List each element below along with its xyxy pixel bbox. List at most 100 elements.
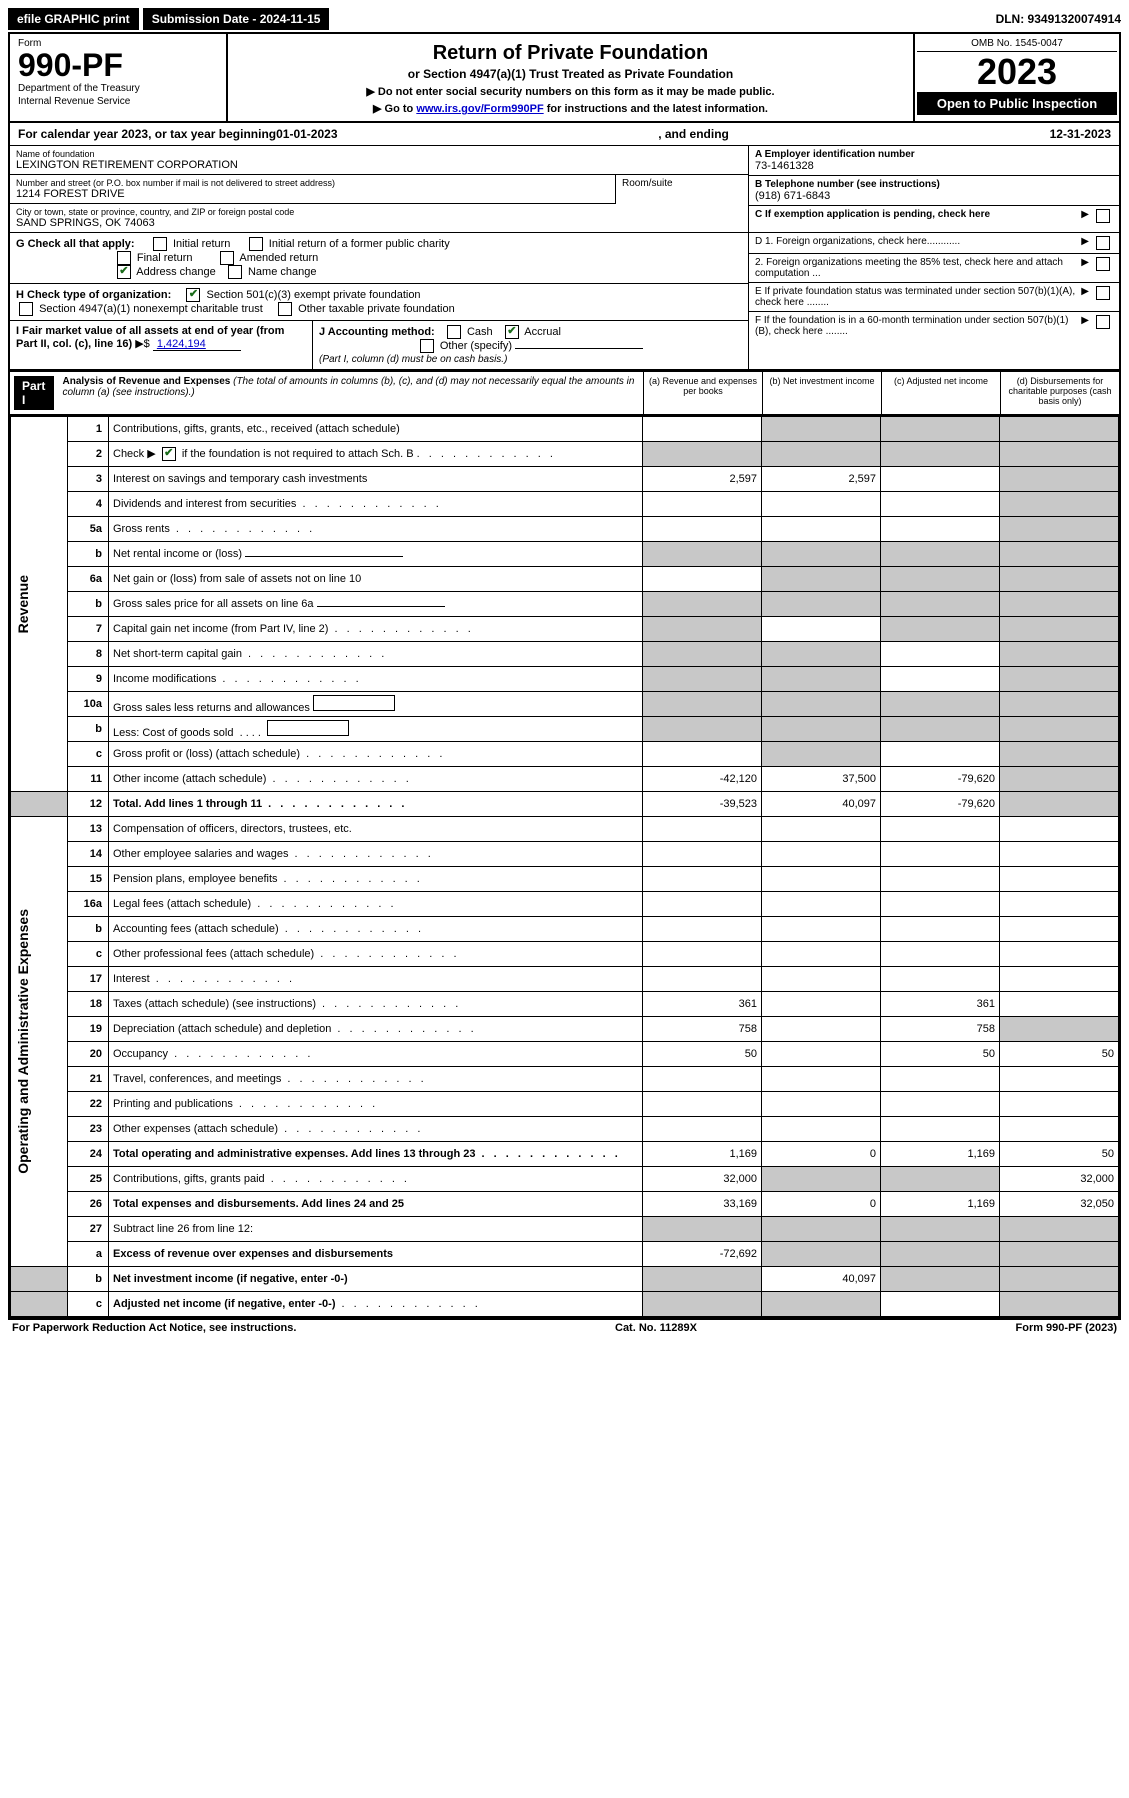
col-b-header: (b) Net investment income — [762, 372, 881, 414]
r12-b: 40,097 — [762, 792, 881, 817]
h-501c3-checkbox[interactable] — [186, 288, 200, 302]
row27b-desc: Net investment income (if negative, ente… — [113, 1273, 348, 1285]
row10c-desc: Gross profit or (loss) (attach schedule) — [113, 748, 300, 760]
r18-a: 361 — [643, 992, 762, 1017]
i-label: I Fair market value of all assets at end… — [16, 325, 284, 350]
col-a-header: (a) Revenue and expenses per books — [643, 372, 762, 414]
footer-left: For Paperwork Reduction Act Notice, see … — [12, 1322, 296, 1334]
r26-d: 32,050 — [1000, 1192, 1119, 1217]
footer: For Paperwork Reduction Act Notice, see … — [8, 1319, 1121, 1336]
d2-checkbox[interactable] — [1096, 257, 1110, 271]
form-number: 990-PF — [18, 49, 218, 81]
footer-right: Form 990-PF (2023) — [1016, 1322, 1117, 1334]
arrow-icon: ▶ — [1081, 236, 1089, 247]
h-other-tax-checkbox[interactable] — [278, 302, 292, 316]
j-cash-checkbox[interactable] — [447, 325, 461, 339]
ein-value: 73-1461328 — [755, 160, 1113, 172]
i-value-link[interactable]: 1,424,194 — [153, 338, 241, 351]
c-checkbox[interactable] — [1096, 209, 1110, 223]
r6b-input[interactable] — [317, 606, 445, 607]
col-c-header: (c) Adjusted net income — [881, 372, 1000, 414]
foundation-city: SAND SPRINGS, OK 74063 — [16, 217, 742, 229]
r20-d: 50 — [1000, 1042, 1119, 1067]
row23-desc: Other expenses (attach schedule) — [113, 1123, 278, 1135]
phone-label: B Telephone number (see instructions) — [755, 179, 1113, 190]
revenue-side-label: Revenue — [11, 417, 68, 792]
e-checkbox[interactable] — [1096, 286, 1110, 300]
ein-label: A Employer identification number — [755, 149, 1113, 160]
g-name-checkbox[interactable] — [228, 265, 242, 279]
h-4947-checkbox[interactable] — [19, 302, 33, 316]
phone-value: (918) 671-6843 — [755, 190, 1113, 202]
efile-button[interactable]: efile GRAPHIC print — [8, 8, 139, 30]
form990pf-link[interactable]: www.irs.gov/Form990PF — [416, 103, 543, 115]
header-center: Return of Private Foundation or Section … — [228, 34, 913, 121]
j-label: J Accounting method: — [319, 326, 435, 338]
part1-header-row: Part I Analysis of Revenue and Expenses … — [10, 370, 1119, 416]
row11-desc: Other income (attach schedule) — [113, 773, 266, 785]
g-final-checkbox[interactable] — [117, 251, 131, 265]
r24-a: 1,169 — [643, 1142, 762, 1167]
g-initial-former-checkbox[interactable] — [249, 237, 263, 251]
j-accrual-label: Accrual — [524, 326, 561, 338]
g-final-label: Final return — [137, 252, 193, 264]
r20-c: 50 — [881, 1042, 1000, 1067]
g-amended-checkbox[interactable] — [220, 251, 234, 265]
form-subtitle: or Section 4947(a)(1) Trust Treated as P… — [240, 67, 901, 81]
row8-desc: Net short-term capital gain — [113, 648, 242, 660]
row5b-desc: Net rental income or (loss) — [113, 548, 242, 560]
j-accrual-checkbox[interactable] — [505, 325, 519, 339]
g-address-checkbox[interactable] — [117, 265, 131, 279]
cal-mid: , and ending — [338, 127, 1050, 141]
j-cash-label: Cash — [467, 326, 493, 338]
arrow-icon: ▶ — [1081, 315, 1089, 326]
row6a-desc: Net gain or (loss) from sale of assets n… — [109, 567, 643, 592]
h-other-tax-label: Other taxable private foundation — [298, 303, 455, 315]
row18-desc: Taxes (attach schedule) (see instruction… — [113, 998, 316, 1010]
note2-post: for instructions and the latest informat… — [547, 103, 768, 115]
ij-row: I Fair market value of all assets at end… — [10, 321, 748, 369]
r24-d: 50 — [1000, 1142, 1119, 1167]
row10a-desc: Gross sales less returns and allowances — [113, 702, 310, 714]
row27a-desc: Excess of revenue over expenses and disb… — [109, 1242, 643, 1267]
calendar-year-row: For calendar year 2023, or tax year begi… — [10, 123, 1119, 146]
addr-label: Number and street (or P.O. box number if… — [16, 178, 609, 188]
r19-a: 758 — [643, 1017, 762, 1042]
j-other-label: Other (specify) — [440, 340, 512, 352]
r11-c: -79,620 — [881, 767, 1000, 792]
r10b-box[interactable] — [267, 720, 349, 736]
footer-center: Cat. No. 11289X — [615, 1322, 697, 1334]
c-label: C If exemption application is pending, c… — [755, 209, 1077, 220]
r10a-box[interactable] — [313, 695, 395, 711]
r5b-input[interactable] — [245, 556, 403, 557]
row17-desc: Interest — [113, 973, 150, 985]
j-other-checkbox[interactable] — [420, 339, 434, 353]
foundation-name: LEXINGTON RETIREMENT CORPORATION — [16, 159, 742, 171]
j-other-input[interactable] — [515, 348, 643, 349]
r19-c: 758 — [881, 1017, 1000, 1042]
g-amended-label: Amended return — [239, 252, 318, 264]
col-d-header: (d) Disbursements for charitable purpose… — [1000, 372, 1119, 414]
row21-desc: Travel, conferences, and meetings — [113, 1073, 281, 1085]
r12-a: -39,523 — [643, 792, 762, 817]
d1-checkbox[interactable] — [1096, 236, 1110, 250]
schb-checkbox[interactable] — [162, 447, 176, 461]
r3-a: 2,597 — [643, 467, 762, 492]
row2-desc: Check ▶ if the foundation is not require… — [109, 442, 643, 467]
dln-label: DLN: 93491320074914 — [996, 12, 1121, 26]
header-right: OMB No. 1545-0047 2023 Open to Public In… — [913, 34, 1119, 121]
r24-c: 1,169 — [881, 1142, 1000, 1167]
row20-desc: Occupancy — [113, 1048, 168, 1060]
submission-date-button[interactable]: Submission Date - 2024-11-15 — [143, 8, 330, 30]
g-initial-label: Initial return — [173, 238, 230, 250]
entity-left: Name of foundation LEXINGTON RETIREMENT … — [10, 146, 748, 232]
row22-desc: Printing and publications — [113, 1098, 233, 1110]
tax-year: 2023 — [917, 52, 1117, 92]
row6b-desc: Gross sales price for all assets on line… — [113, 598, 314, 610]
h-row: H Check type of organization: Section 50… — [10, 284, 748, 321]
arrow-icon: ▶ — [1081, 257, 1089, 268]
f-checkbox[interactable] — [1096, 315, 1110, 329]
g-initial-checkbox[interactable] — [153, 237, 167, 251]
r12-c: -79,620 — [881, 792, 1000, 817]
r25-d: 32,000 — [1000, 1167, 1119, 1192]
